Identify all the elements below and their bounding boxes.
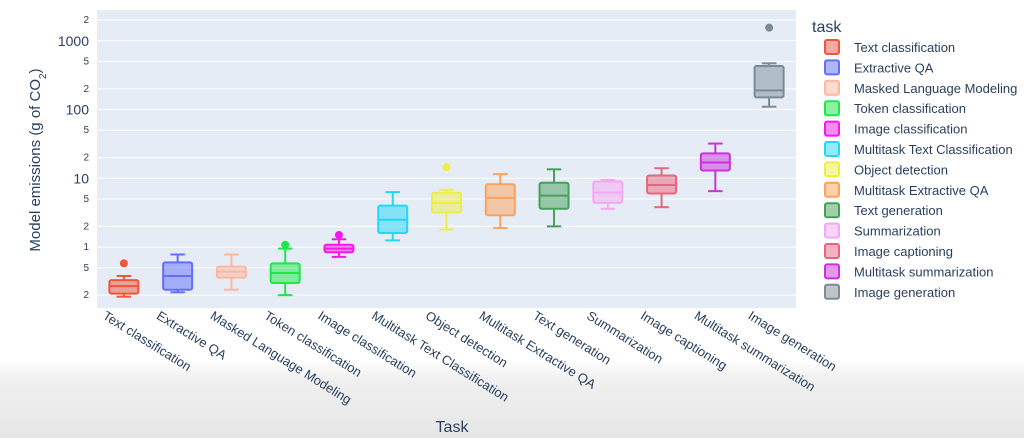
- legend-item-9: Summarization: [824, 222, 941, 239]
- box-9: [592, 178, 624, 210]
- legend-swatch: [824, 100, 840, 117]
- legend-label: Multitask summarization: [854, 264, 993, 279]
- legend-item-12: Image generation: [824, 283, 955, 300]
- legend-item-2: Masked Language Modeling: [824, 79, 1017, 96]
- legend-item-5: Multitask Text Classification: [824, 141, 1013, 157]
- legend-label: Image classification: [854, 122, 967, 137]
- y-axis-title-end: ): [27, 68, 44, 73]
- outlier-point: [119, 259, 128, 268]
- legend-item-0: Text classification: [824, 39, 955, 55]
- legend-label: Multitask Extractive QA: [854, 183, 989, 198]
- legend-item-6: Object detection: [824, 161, 948, 178]
- legend-label: Text generation: [854, 203, 943, 218]
- x-tick-label: Image generation: [746, 308, 840, 374]
- legend-swatch: [824, 202, 840, 219]
- legend-item-7: Multitask Extractive QA: [824, 181, 989, 198]
- legend-label: Extractive QA: [854, 60, 934, 75]
- box-5: [377, 191, 409, 242]
- legend-item-8: Text generation: [824, 202, 943, 219]
- y-tick-label: 1: [83, 242, 89, 253]
- legend-title: task: [812, 19, 842, 36]
- box-12: [753, 23, 785, 108]
- legend-item-1: Extractive QA: [824, 59, 934, 76]
- legend-swatch: [824, 39, 840, 55]
- y-axis-title: Model emissions (g of CO2): [27, 68, 49, 251]
- box-3: [269, 240, 301, 297]
- legend-item-4: Image classification: [824, 120, 967, 137]
- y-axis-title-subscript: 2: [38, 73, 49, 79]
- box-iqr: [753, 64, 785, 99]
- y-tick-label: 2: [83, 290, 89, 301]
- legend-swatch: [824, 141, 840, 157]
- legend: task Text classification Extractive QA Mas…: [812, 19, 1017, 300]
- box-1: [162, 253, 194, 294]
- legend-label: Token classification: [854, 101, 966, 116]
- y-tick-label: 5: [83, 194, 89, 205]
- outlier-point: [765, 23, 774, 32]
- y-tick-label: 10: [73, 170, 89, 186]
- x-axis-title: Task: [436, 419, 470, 436]
- box-4: [323, 230, 355, 258]
- y-tick-label: 2: [83, 15, 89, 26]
- box-2: [215, 253, 247, 291]
- y-tick-label: 100: [66, 102, 90, 118]
- legend-item-10: Image captioning: [824, 243, 953, 259]
- outlier-point: [334, 230, 343, 239]
- legend-swatch: [824, 59, 840, 76]
- legend-label: Object detection: [854, 162, 948, 177]
- box-8: [538, 168, 570, 228]
- y-tick-label: 1000: [58, 33, 89, 49]
- legend-item-11: Multitask summarization: [824, 263, 993, 280]
- y-tick-label: 5: [83, 56, 89, 67]
- legend-swatch: [824, 79, 840, 96]
- y-tick-labels: 2 5 1 2 5 10 2 5 100 2 5 1000 2: [58, 15, 90, 301]
- box-10: [646, 167, 678, 209]
- box-series: [108, 23, 785, 298]
- outlier-point: [281, 240, 290, 249]
- y-tick-label: 2: [83, 153, 89, 164]
- box-iqr: [484, 183, 516, 217]
- box-6: [431, 163, 462, 231]
- box-0: [108, 259, 140, 298]
- outlier-point: [442, 163, 451, 172]
- legend-swatch: [824, 243, 840, 259]
- legend-swatch: [824, 161, 840, 178]
- x-tick-label: Text classification: [100, 308, 194, 374]
- legend-label: Text classification: [854, 40, 955, 55]
- y-tick-label: 2: [83, 221, 89, 232]
- legend-label: Multitask Text Classification: [854, 142, 1013, 157]
- legend-swatch: [824, 283, 840, 300]
- y-tick-label: 2: [83, 84, 89, 95]
- x-tick-label: Image classification: [315, 308, 419, 381]
- legend-swatch: [824, 181, 840, 198]
- y-tick-label: 5: [83, 263, 89, 274]
- legend-item-3: Token classification: [824, 100, 966, 117]
- plot-area: [97, 10, 796, 308]
- legend-swatch: [824, 263, 840, 280]
- legend-label: Image generation: [854, 285, 955, 300]
- legend-swatch: [824, 120, 840, 137]
- box-7: [484, 173, 516, 229]
- y-axis-title-main: Model emissions (g of CO: [27, 79, 44, 252]
- legend-label: Image captioning: [854, 244, 953, 259]
- y-tick-label: 5: [83, 125, 89, 136]
- legend-swatch: [824, 222, 840, 239]
- legend-label: Masked Language Modeling: [854, 81, 1017, 96]
- box-11: [699, 142, 731, 193]
- legend-label: Summarization: [854, 224, 941, 239]
